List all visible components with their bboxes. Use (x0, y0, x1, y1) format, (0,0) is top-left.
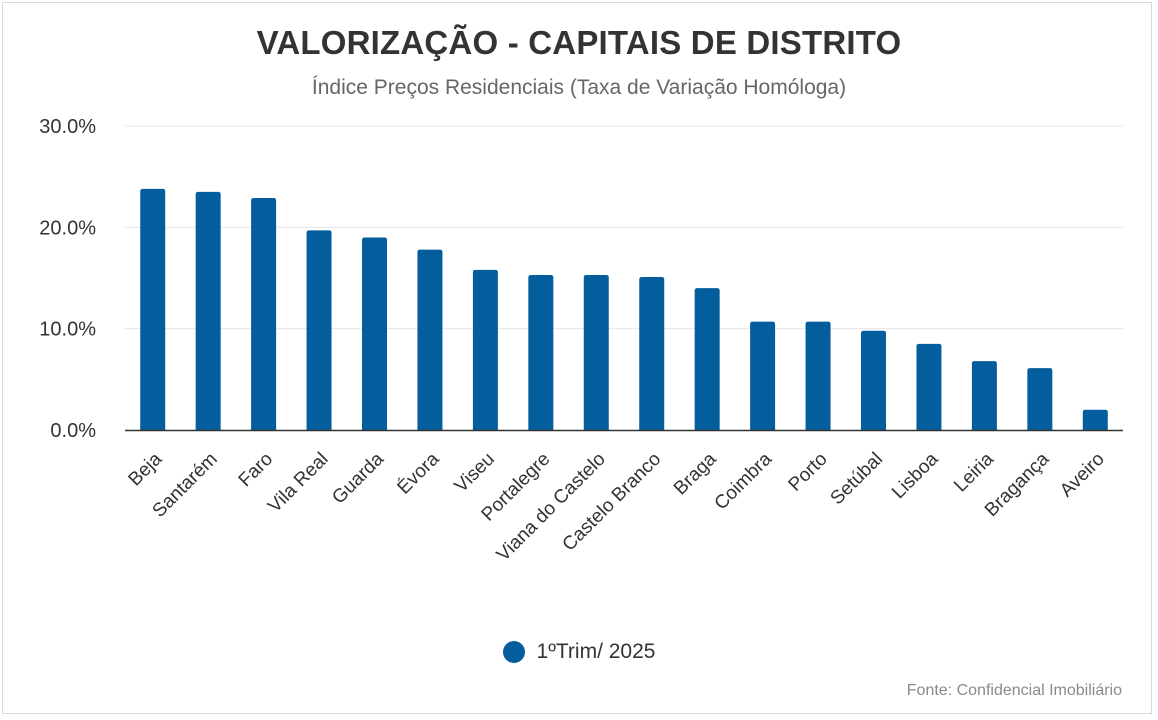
bar (861, 330, 886, 430)
bar (251, 197, 277, 430)
bar (306, 230, 332, 430)
bar (1082, 409, 1108, 430)
x-tick-label: Viseu (451, 449, 499, 497)
x-tick-label: Beja (125, 448, 167, 490)
bar (417, 249, 443, 430)
legend-swatch (502, 641, 525, 663)
y-tick-label: 20.0% (39, 217, 96, 239)
bar (140, 188, 166, 430)
bar (805, 321, 831, 430)
x-tick-label: Vila Real (264, 449, 332, 517)
x-tick-label: Setúbal (827, 449, 887, 509)
x-tick-label: Porto (785, 449, 832, 496)
x-tick-label: Coimbra (711, 448, 777, 514)
legend[interactable]: 1ºTrim/ 2025 (0, 640, 1158, 664)
source-note: Fonte: Confidencial Imobiliário (906, 682, 1122, 699)
bar (528, 274, 554, 430)
bar (472, 269, 498, 430)
x-tick-label: Guarda (328, 448, 388, 508)
x-tick-label: Faro (235, 449, 277, 491)
bar (694, 288, 720, 430)
chart-subtitle: Índice Preços Residenciais (Taxa de Vari… (311, 76, 847, 99)
bar (639, 276, 665, 430)
bar (195, 191, 221, 430)
x-tick-label: Évora (394, 448, 444, 498)
y-tick-label: 10.0% (39, 319, 96, 341)
y-tick-label: 30.0% (39, 116, 96, 138)
x-tick-label: Lisboa (888, 448, 943, 503)
bar (1027, 368, 1053, 430)
x-tick-label: Castelo Branco (559, 449, 666, 556)
x-tick-label: Braga (670, 448, 721, 499)
chart-title: VALORIZAÇÃO - CAPITAIS DE DISTRITO (256, 24, 902, 61)
bar (916, 343, 942, 430)
x-tick-label: Leiria (950, 448, 998, 496)
x-tick-label: Aveiro (1056, 449, 1109, 502)
bar (362, 237, 387, 430)
bar (971, 361, 997, 430)
legend-label: 1ºTrim/ 2025 (536, 640, 656, 663)
bar (583, 274, 609, 430)
bar (750, 321, 776, 430)
y-tick-label: 0.0% (50, 420, 96, 442)
